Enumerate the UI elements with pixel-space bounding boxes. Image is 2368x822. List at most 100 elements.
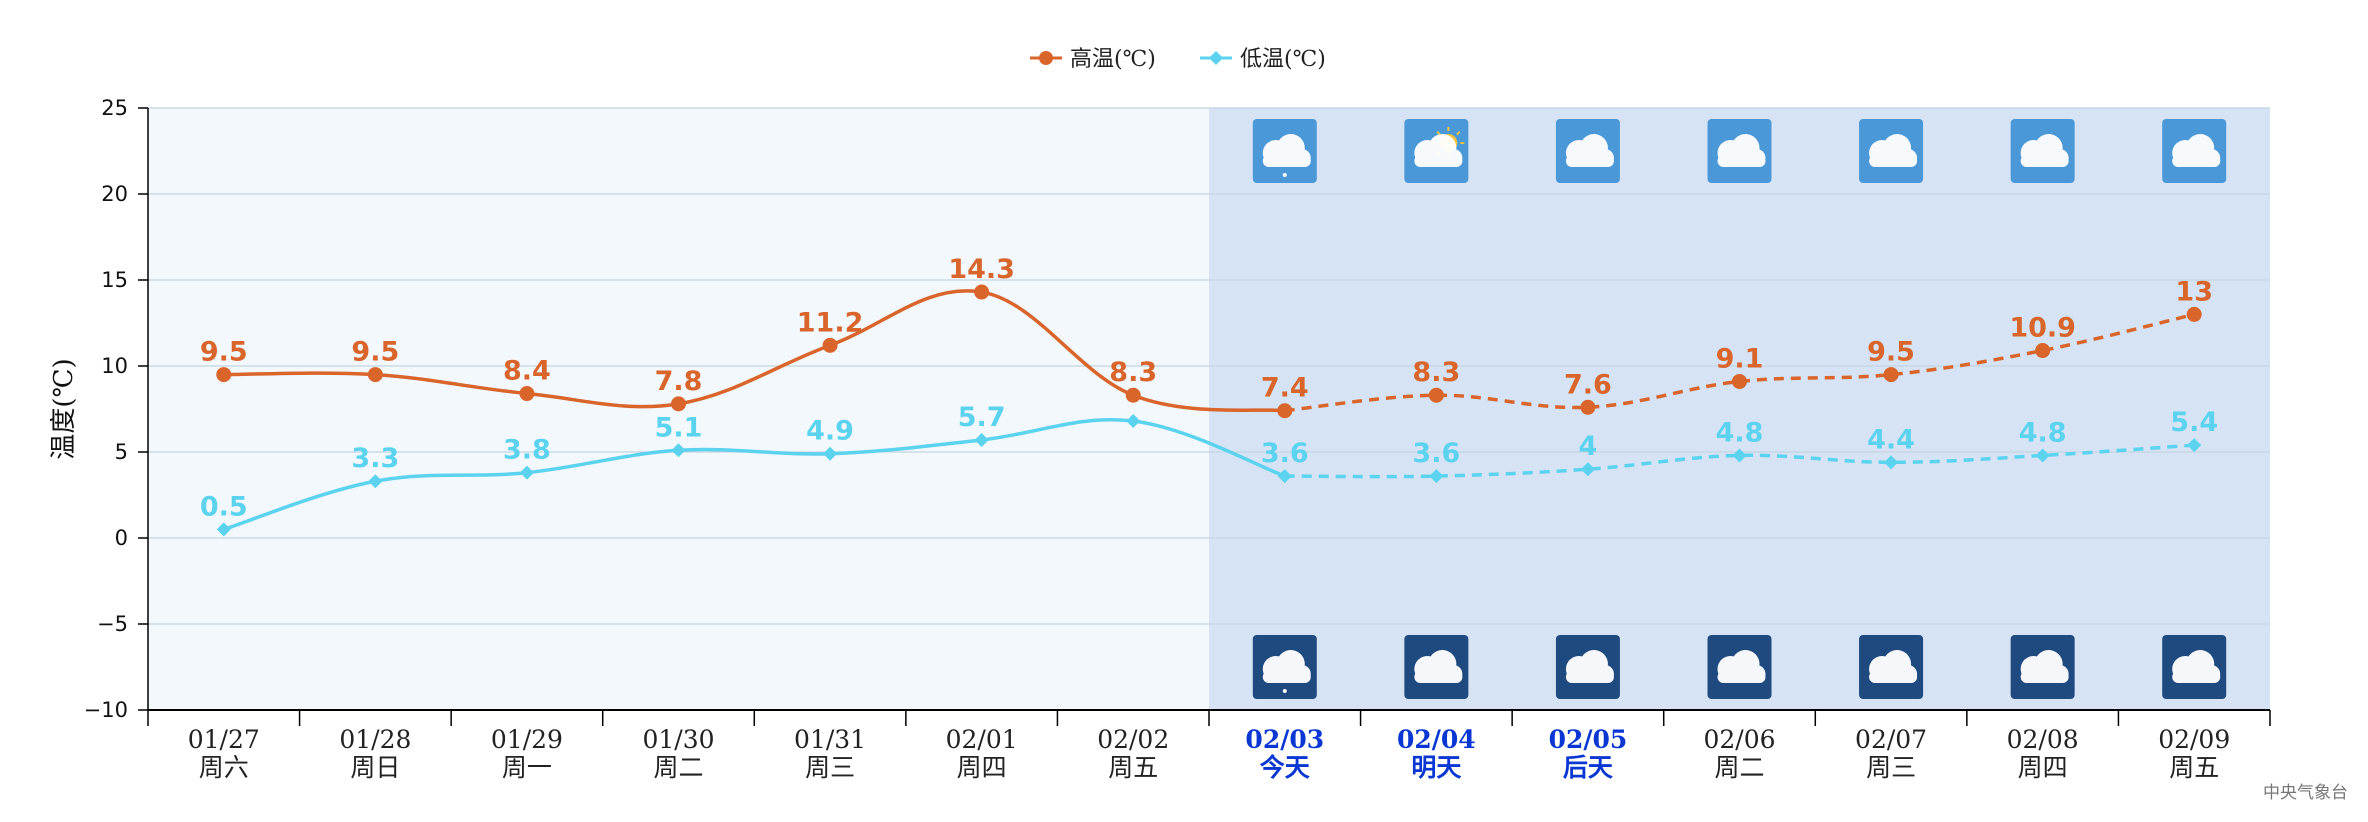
y-tick-label: −10: [84, 698, 128, 722]
x-day-label: 周五: [1108, 753, 1158, 782]
cloud-base: [1262, 671, 1311, 683]
x-date-label: 02/08: [2007, 725, 2079, 754]
y-tick-label: 5: [115, 440, 128, 464]
cloud-base: [1717, 155, 1766, 167]
data-point: [216, 367, 232, 383]
legend-item[interactable]: 高温(℃): [1030, 47, 1156, 72]
cloud-shape: [1717, 134, 1766, 167]
data-label: 8.3: [1412, 357, 1460, 388]
data-point: [1277, 403, 1293, 419]
cloud-base: [1414, 671, 1463, 683]
night-cloud-icon: [1707, 635, 1772, 699]
data-label: 3.3: [351, 443, 399, 474]
x-date-label: 02/06: [1703, 725, 1775, 754]
x-date-label: 02/02: [1097, 725, 1169, 754]
data-label: 8.3: [1109, 357, 1157, 388]
legend-label: 低温(℃): [1240, 47, 1326, 72]
data-point: [1580, 462, 1595, 477]
x-day-label: 明天: [1411, 753, 1461, 782]
rain-drop: [1282, 173, 1287, 177]
legend-marker: [1209, 51, 1223, 65]
cloud-base: [1414, 155, 1463, 167]
data-labels: 9.5 9.5 8.4 7.8 11.2 14.3 8.3 7.4 8.3 7.6 9.1 9.5 10…: [200, 254, 2218, 522]
day-cloud-rain-icon: [1252, 119, 1317, 183]
cloud-base: [1717, 671, 1766, 683]
data-point: [671, 396, 686, 412]
data-label: 4: [1579, 431, 1598, 462]
cloud-base: [1869, 155, 1918, 167]
data-point: [1126, 414, 1141, 429]
cloud-base: [1565, 155, 1614, 167]
x-day-label: 今天: [1260, 753, 1310, 782]
plot-background: [148, 108, 2270, 710]
x-day-label: 周二: [653, 753, 703, 782]
sun-ray: [1436, 130, 1441, 136]
x-date-label: 01/29: [491, 725, 563, 754]
x-date-label: 02/09: [2158, 725, 2230, 754]
cloud-shape: [1414, 134, 1463, 167]
x-day-label: 周三: [1866, 753, 1916, 782]
forecast-region: [1209, 108, 2270, 710]
data-label: 5.4: [2170, 407, 2218, 438]
data-label: 4.4: [1867, 424, 1915, 455]
cloud-base: [2020, 155, 2069, 167]
y-axis-label: 温度(℃): [49, 358, 79, 459]
night-cloud-icon: [2162, 635, 2227, 699]
data-label: 9.5: [351, 337, 399, 368]
data-point: [671, 443, 686, 458]
legend-label: 高温(℃): [1070, 47, 1156, 72]
cloud-base: [1565, 671, 1614, 683]
data-point: [216, 522, 231, 537]
data-point: [1429, 469, 1444, 484]
cloud-base: [2172, 155, 2221, 167]
day-cloud-icon: [1555, 119, 1620, 183]
data-label: 4.9: [806, 416, 854, 447]
legend-marker: [1039, 51, 1053, 65]
data-point: [368, 474, 383, 489]
x-day-label: 周四: [957, 753, 1007, 782]
sun-ray: [1456, 130, 1461, 136]
data-label: 0.5: [200, 491, 248, 522]
cloud-base: [2020, 671, 2069, 683]
series-0-history-line: [223, 289, 1285, 413]
data-point: [1884, 455, 1899, 470]
data-point: [1428, 387, 1444, 403]
cloud-shape: [1262, 650, 1311, 683]
data-point: [2187, 438, 2202, 453]
data-point: [974, 432, 989, 447]
cloud-shape: [2020, 134, 2069, 167]
data-label: 7.8: [655, 366, 703, 397]
rain-drop: [1282, 689, 1287, 693]
legend-item[interactable]: 低温(℃): [1200, 47, 1326, 72]
x-date-label: 02/05: [1549, 725, 1628, 754]
data-label: 9.5: [200, 337, 248, 368]
data-label: 5.1: [655, 412, 703, 443]
cloud-base: [1869, 671, 1918, 683]
x-date-label: 02/07: [1855, 725, 1927, 754]
data-label: 4.8: [2019, 417, 2067, 448]
series-lines: [216, 284, 2202, 537]
data-label: 13: [2175, 276, 2213, 307]
data-label: 10.9: [2009, 313, 2076, 344]
data-label: 8.4: [503, 356, 551, 387]
data-point: [1277, 469, 1292, 484]
data-point: [2186, 306, 2202, 322]
day-cloud-icon: [1707, 119, 1772, 183]
x-day-label: 周六: [199, 753, 249, 782]
legend[interactable]: 高温(℃) 低温(℃): [1030, 47, 1326, 72]
cloud-shape: [1869, 650, 1918, 683]
x-day-label: 周三: [805, 753, 855, 782]
data-label: 3.8: [503, 435, 551, 466]
data-label: 3.6: [1412, 438, 1460, 469]
data-point: [822, 337, 838, 353]
data-point: [367, 367, 383, 383]
cloud-shape: [1869, 134, 1918, 167]
day-sun-cloud-icon: [1404, 119, 1469, 183]
data-label: 5.7: [958, 402, 1006, 433]
cloud-shape: [2172, 134, 2221, 167]
data-label: 7.6: [1564, 369, 1612, 400]
x-day-label: 周日: [350, 753, 400, 782]
grid-lines: [148, 107, 2270, 625]
